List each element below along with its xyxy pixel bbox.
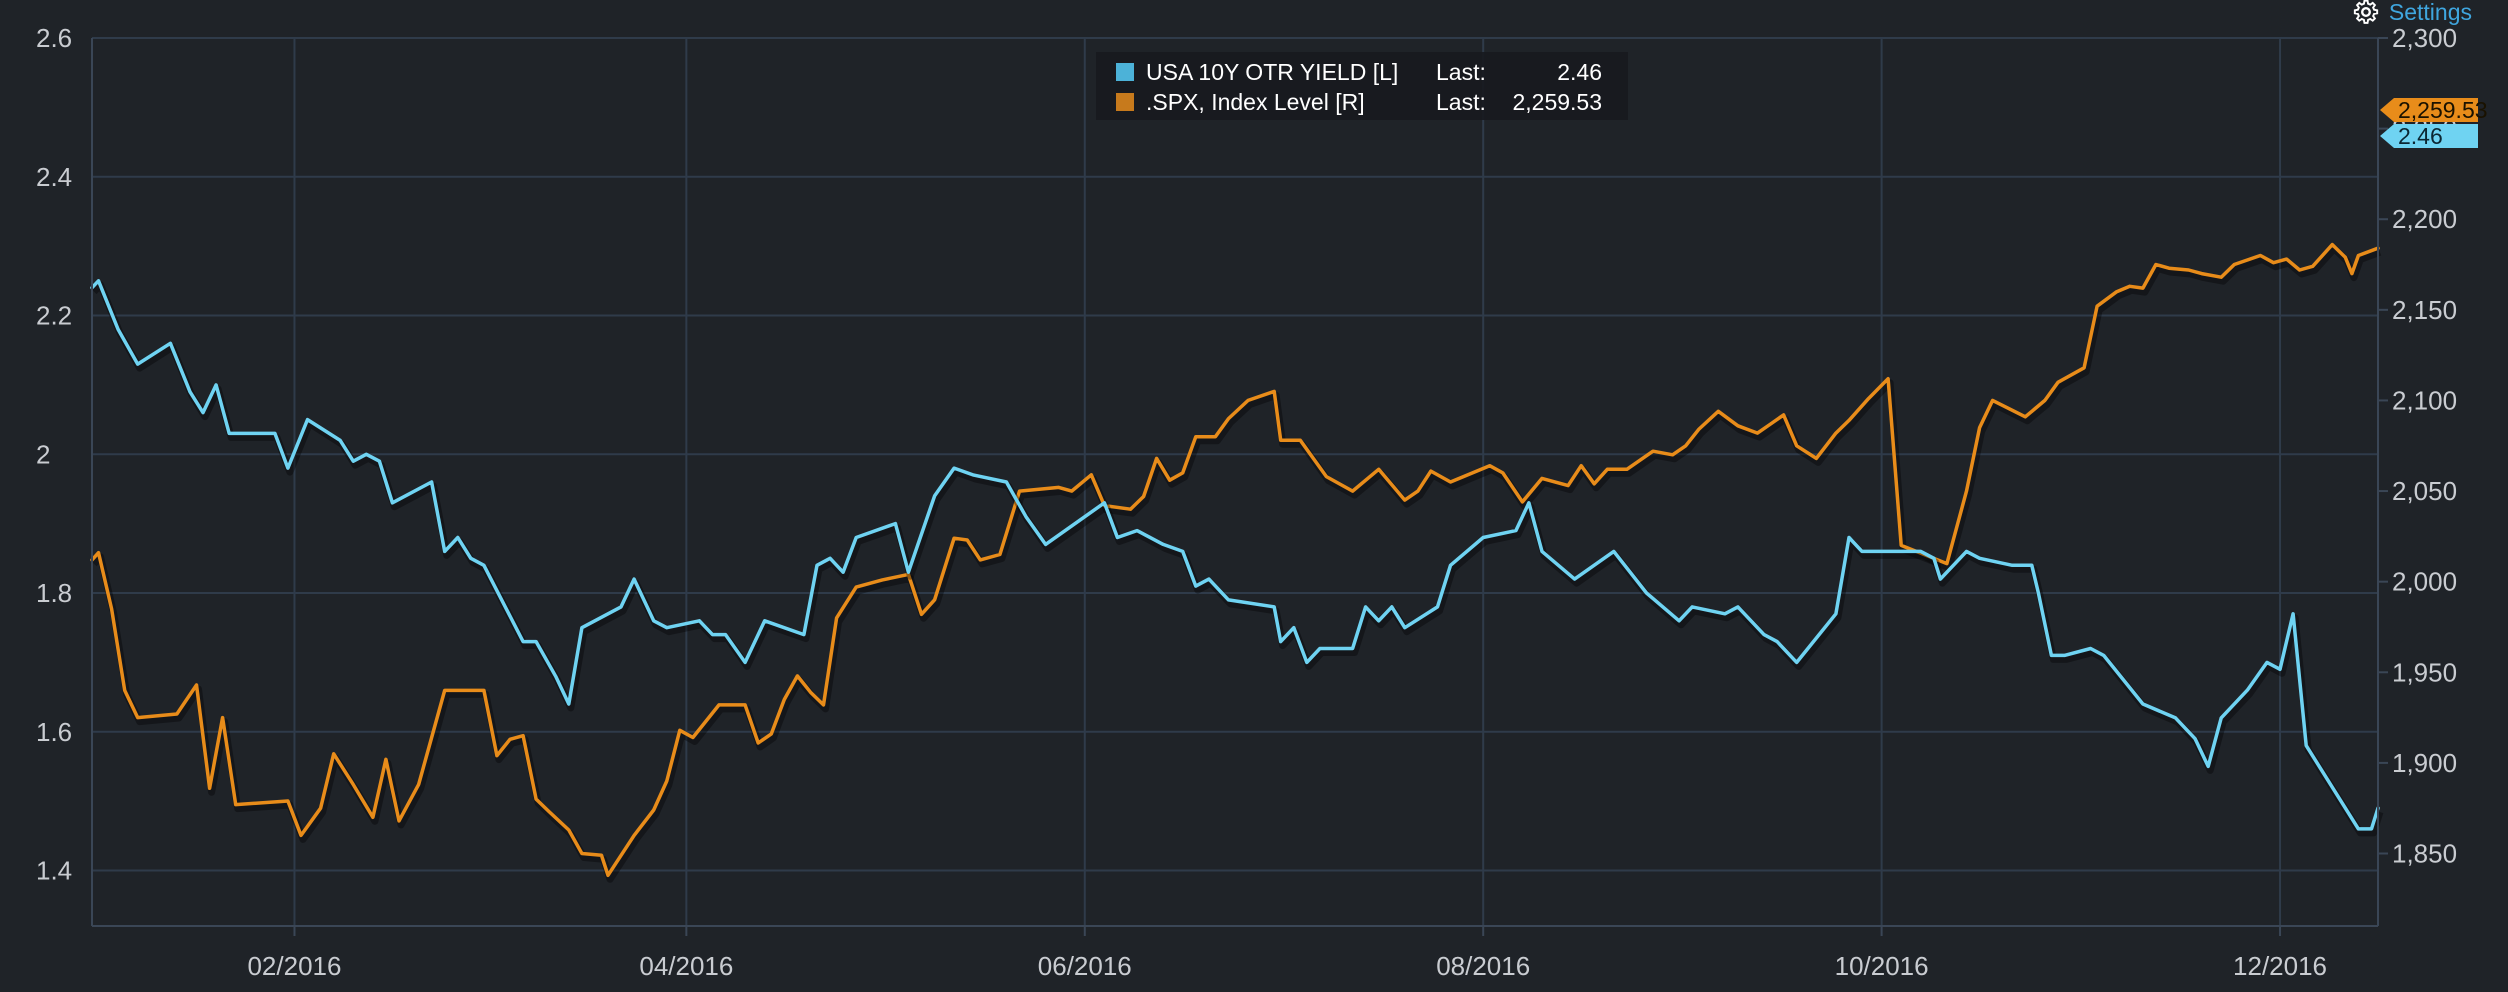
y-right-tick-label: 2,300	[2392, 23, 2457, 53]
x-tick-label: 12/2016	[2233, 951, 2327, 981]
legend-last-value: 2.46	[1557, 59, 1602, 85]
y-left-tick-label: 2.4	[36, 162, 72, 192]
x-tick-label: 02/2016	[247, 951, 341, 981]
legend-series-name: .SPX, Index Level [R]	[1146, 89, 1365, 115]
y-right-tick-label: 1,950	[2392, 657, 2457, 687]
legend-series-name: USA 10Y OTR YIELD [L]	[1146, 59, 1398, 85]
y-right-tick-label: 1,900	[2392, 748, 2457, 778]
legend-last-label: Last:	[1436, 89, 1486, 115]
series-spx-group	[90, 242, 2382, 883]
y-right-tick-label: 1,850	[2392, 839, 2457, 869]
settings-button[interactable]: Settings	[2353, 0, 2472, 25]
y-right-tick-label: 2,100	[2392, 385, 2457, 415]
spx-last-tag-bg	[2380, 98, 2478, 122]
x-tick-label: 08/2016	[1436, 951, 1530, 981]
y-right-tick-label: 2,000	[2392, 567, 2457, 597]
chart-grid	[92, 37, 2378, 926]
series-spx-line	[90, 242, 2380, 878]
legend-swatch	[1116, 63, 1134, 81]
y-right-tick-label: 2,150	[2392, 295, 2457, 325]
series-yield-group	[90, 279, 2384, 837]
yield-last-tag-bg	[2380, 124, 2478, 148]
gear-icon	[2353, 0, 2379, 24]
legend-last-value: 2,259.53	[1512, 89, 1602, 115]
x-tick-label: 04/2016	[639, 951, 733, 981]
settings-label: Settings	[2388, 0, 2472, 25]
spx-last-tag-text: 2,259.53	[2398, 97, 2488, 123]
yield-last-tag-text: 2.46	[2398, 123, 2443, 149]
series-spx-line-shadow	[91, 245, 2382, 883]
y-left-tick-label: 2.6	[36, 23, 72, 53]
legend-swatch	[1116, 93, 1134, 111]
legend-box	[1096, 52, 1628, 120]
legend-last-label: Last:	[1436, 59, 1486, 85]
y-left-tick-label: 2	[36, 439, 50, 469]
series-yield-line-shadow	[91, 281, 2384, 837]
series-yield-line	[90, 279, 2380, 831]
chart-legend: USA 10Y OTR YIELD [L] Last: 2.46 .SPX, Inde…	[1096, 52, 1628, 120]
last-value-tags: 2,259.532.46	[2380, 97, 2488, 149]
y-left-tick-label: 1.8	[36, 578, 72, 608]
y-left-tick-label: 1.6	[36, 717, 72, 747]
y-right-tick-label: 2,200	[2392, 204, 2457, 234]
x-tick-label: 06/2016	[1038, 951, 1132, 981]
y-left-tick-label: 1.4	[36, 856, 72, 886]
y-right-tick-label: 2,050	[2392, 476, 2457, 506]
y-left-tick-label: 2.2	[36, 301, 72, 331]
x-tick-label: 10/2016	[1835, 951, 1929, 981]
